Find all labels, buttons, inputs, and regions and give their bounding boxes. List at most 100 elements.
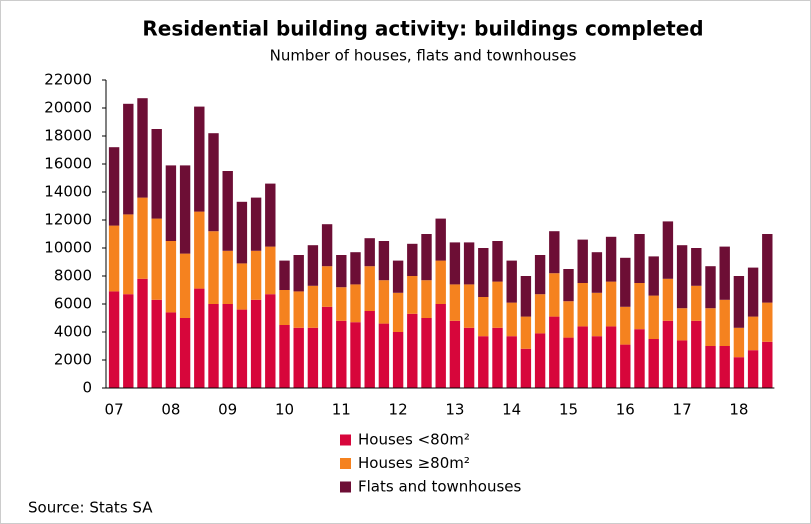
bar-segment <box>534 294 546 334</box>
bar-segment <box>265 183 276 247</box>
bar-segment <box>719 299 730 346</box>
bar-segment <box>563 301 574 338</box>
bar-segment <box>407 276 418 314</box>
x-tick-label: 07 <box>105 401 124 419</box>
bar-segment <box>179 318 191 388</box>
bar-segment <box>762 302 773 342</box>
y-tick-label: 14000 <box>44 183 92 201</box>
y-tick-label: 0 <box>82 379 92 397</box>
bar-segment <box>336 255 347 288</box>
bar-segment <box>194 211 205 289</box>
bar-segment <box>591 252 603 293</box>
x-tick-label: 17 <box>673 401 692 419</box>
bar-segment <box>378 323 390 388</box>
bar-segment <box>222 171 233 251</box>
bar-segment <box>407 243 418 276</box>
bar-segment <box>634 234 645 283</box>
bar-segment <box>250 299 262 388</box>
bar-segment <box>279 260 290 290</box>
bar-segment <box>747 267 759 317</box>
bar-segment <box>705 308 716 346</box>
x-tick-label: 18 <box>729 401 748 419</box>
bar-segment <box>392 332 404 388</box>
bar-segment <box>506 260 517 303</box>
bar-segment <box>605 326 617 388</box>
bar-segment <box>165 165 177 241</box>
bar-segment <box>279 325 290 388</box>
bar-segment <box>307 327 319 388</box>
bar-segment <box>194 288 205 388</box>
x-tick-label: 15 <box>559 401 578 419</box>
bar-segment <box>506 302 517 337</box>
bar-segment <box>662 320 674 388</box>
bar-segment <box>321 224 333 267</box>
x-tick-label: 16 <box>616 401 635 419</box>
bar-segment <box>378 280 390 324</box>
y-tick-label: 10000 <box>44 239 92 257</box>
bar-segment <box>691 285 702 321</box>
bar-segment <box>250 250 262 300</box>
bar-segment <box>662 278 674 321</box>
bar-segment <box>634 329 645 388</box>
bar-segment <box>520 316 532 349</box>
bar-segment <box>108 147 120 226</box>
bar-segment <box>350 322 361 388</box>
bar-segment <box>165 241 177 313</box>
bar-segment <box>449 320 461 388</box>
bar-segment <box>478 336 489 388</box>
bar-segment <box>194 106 205 212</box>
bar-segment <box>435 260 446 304</box>
bar-segment <box>336 287 347 321</box>
y-tick-label: 6000 <box>54 295 92 313</box>
bar-segment <box>691 320 702 388</box>
y-tick-label: 22000 <box>44 71 92 89</box>
bar-segment <box>108 291 120 388</box>
bar-segment <box>336 320 347 388</box>
bar-segment <box>421 318 432 388</box>
y-tick-label: 20000 <box>44 99 92 117</box>
y-tick-label: 8000 <box>54 267 92 285</box>
bar-segment <box>478 297 489 337</box>
bar-segment <box>179 165 191 254</box>
bar-segment <box>293 327 304 388</box>
y-tick-label: 16000 <box>44 155 92 173</box>
bar-segment <box>123 294 134 388</box>
bar-segment <box>463 242 475 285</box>
bar-segment <box>364 311 375 388</box>
bar-segment <box>449 242 461 285</box>
bar-segment <box>208 231 219 304</box>
bar-segment <box>407 313 418 388</box>
bar-segment <box>620 306 631 345</box>
bar-segment <box>605 236 617 282</box>
legend-label: Houses <80m² <box>358 431 470 449</box>
x-tick-label: 14 <box>502 401 521 419</box>
bar-segment <box>705 266 716 309</box>
bar-segment <box>534 333 546 388</box>
x-tick-label: 13 <box>445 401 464 419</box>
bar-segment <box>421 280 432 318</box>
y-tick-label: 2000 <box>54 351 92 369</box>
x-tick-label: 09 <box>218 401 237 419</box>
bar-segment <box>549 273 560 317</box>
bar-segment <box>676 308 688 341</box>
bar-segment <box>549 316 560 388</box>
bar-segment <box>563 269 574 302</box>
bar-segment <box>676 245 688 309</box>
bar-segment <box>506 336 517 388</box>
legend-swatch <box>340 458 351 469</box>
bar-segment <box>208 304 219 388</box>
bar-segment <box>463 327 475 388</box>
bar-segment <box>648 295 659 339</box>
bar-segment <box>591 336 603 388</box>
bar-segment <box>279 290 290 325</box>
bar-segment <box>492 241 503 282</box>
bar-segment <box>151 129 162 219</box>
bar-segment <box>691 248 702 286</box>
bar-segment <box>307 245 319 286</box>
bar-segment <box>719 246 730 300</box>
bar-segment <box>634 283 645 330</box>
bar-segment <box>222 304 233 388</box>
bar-segment <box>378 241 390 281</box>
